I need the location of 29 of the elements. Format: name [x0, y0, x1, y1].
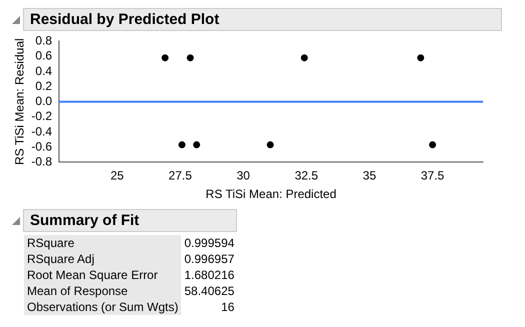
x-tick-label: 27.5: [168, 168, 192, 183]
y-tick-label: 0.8: [35, 34, 52, 48]
text: 16: [220, 299, 236, 315]
y-tick-label: -0.8: [31, 154, 52, 169]
text: 0.999594: [183, 235, 236, 251]
y-tick-label: -0.6: [31, 139, 52, 154]
text: 58.40625: [183, 283, 236, 299]
text: Root Mean Square Error: [24, 267, 182, 283]
y-tick-label: 0.0: [35, 94, 52, 108]
text: 0.996957: [183, 251, 236, 267]
x-tick-label: 37.5: [420, 168, 445, 183]
text: Mean of Response: [24, 283, 182, 299]
y-tick-label: -0.4: [31, 124, 52, 138]
text: RSquare: [24, 235, 182, 251]
y-tick-label: 0.2: [35, 78, 52, 93]
chart-title: Residual by Predicted Plot: [23, 8, 502, 31]
y-tick-label: 0.4: [35, 64, 52, 78]
y-tick-label: 0.6: [35, 48, 52, 63]
x-tick-label: 25: [110, 168, 124, 183]
text: Summary of Fit: [23, 209, 237, 232]
text: RSquare Adj: [24, 251, 182, 267]
x-axis-title: RS TiSi Mean: Predicted: [206, 187, 336, 202]
x-tick-label: 35: [362, 168, 376, 183]
y-axis-title: RS TiSi Mean: Residual: [12, 38, 27, 166]
x-tick-label: 32.5: [294, 168, 318, 183]
y-tick-label: -0.2: [31, 109, 52, 124]
text: 1.680216: [183, 267, 236, 283]
x-tick-label: 30: [236, 168, 250, 183]
text: Observations (or Sum Wgts): [24, 299, 182, 315]
